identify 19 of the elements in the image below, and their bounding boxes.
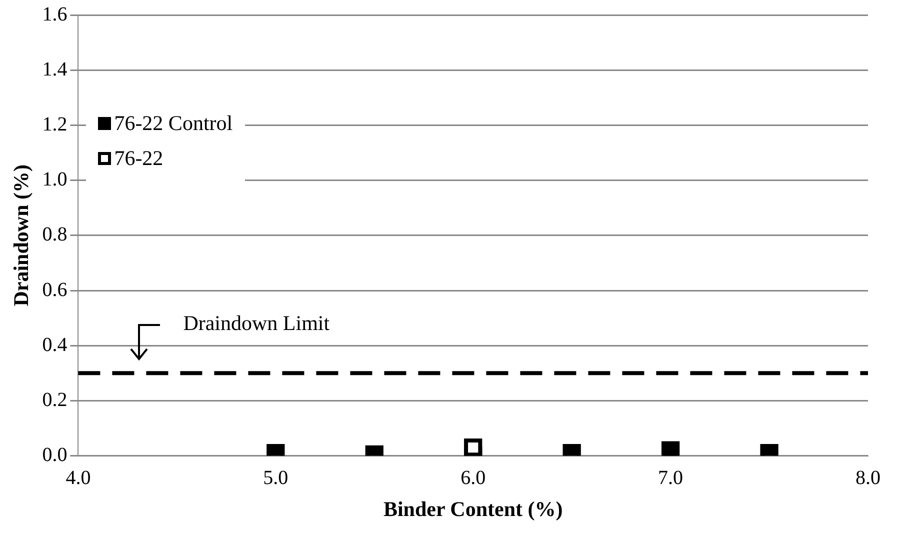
x-tick-label: 7.0 — [658, 467, 684, 490]
legend-label: 76-22 Control — [114, 111, 233, 136]
y-tick-label: 1.2 — [42, 113, 68, 136]
x-tick-label: 6.0 — [460, 467, 486, 490]
ref-line-label: Draindown Limit — [183, 311, 330, 336]
legend-label: 76-22 — [114, 146, 164, 171]
x-tick-label: 8.0 — [856, 467, 880, 490]
x-axis-title: Binder Content (%) — [383, 496, 563, 521]
y-tick-label: 1.4 — [42, 58, 68, 80]
y-tick-label: 0.2 — [42, 388, 68, 411]
y-axis-title: Draindown (%) — [9, 164, 34, 306]
x-tick-label: 4.0 — [66, 467, 91, 490]
y-tick-label: 0.8 — [42, 224, 68, 246]
y-tick-label: 1.0 — [42, 168, 68, 191]
y-tick-label: 0.4 — [42, 334, 68, 356]
y-tick-label: 0.0 — [42, 444, 68, 466]
x-tick-label: 5.0 — [263, 467, 288, 490]
y-tick-label: 0.6 — [42, 278, 68, 301]
y-tick-label: 1.6 — [42, 3, 68, 26]
